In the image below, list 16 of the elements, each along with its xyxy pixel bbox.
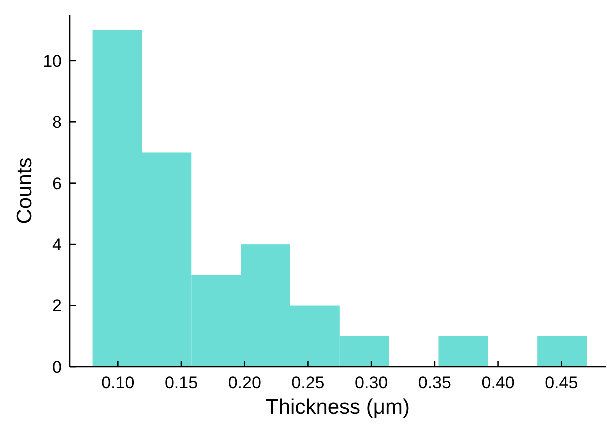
y-tick-label: 10 — [43, 52, 62, 71]
x-axis-title: Thickness (μm) — [266, 396, 410, 419]
x-tick-label: 0.30 — [355, 374, 388, 393]
x-tick-label: 0.45 — [545, 374, 578, 393]
y-tick-label: 6 — [52, 174, 62, 194]
y-tick-label: 8 — [52, 113, 62, 132]
x-tick-label: 0.15 — [164, 374, 198, 393]
y-axis-title: Counts — [13, 158, 36, 224]
x-tick-label: 0.40 — [482, 374, 515, 393]
x-tick-label: 0.25 — [292, 374, 325, 393]
x-tick-label: 0.35 — [418, 374, 452, 393]
y-tick-label: 4 — [52, 236, 62, 255]
x-tick-label: 0.10 — [102, 374, 135, 393]
x-tick-label: 0.20 — [228, 374, 262, 393]
y-tick-label: 0 — [52, 358, 62, 377]
y-tick-label: 2 — [52, 296, 62, 316]
